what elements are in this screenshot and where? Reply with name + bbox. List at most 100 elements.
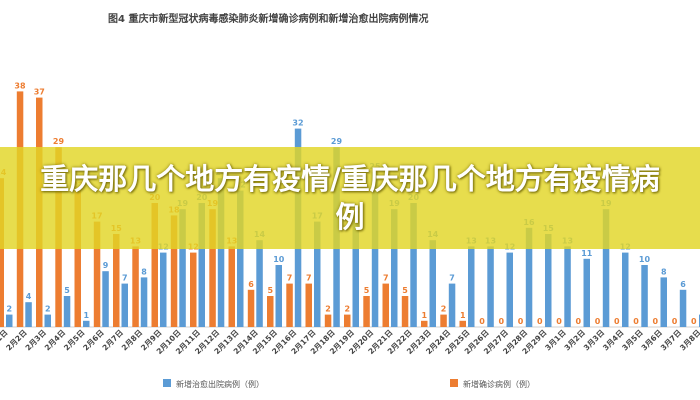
bar-confirmed xyxy=(401,296,409,327)
bar-confirmed xyxy=(363,296,370,327)
bar-recovered xyxy=(63,296,71,327)
bar-confirmed xyxy=(74,190,81,327)
value-label-recovered: 8 xyxy=(141,267,147,276)
value-label-confirmed: 29 xyxy=(53,137,65,146)
bar-recovered xyxy=(468,246,475,327)
value-label-confirmed: 2 xyxy=(345,305,351,314)
bar-confirmed xyxy=(267,296,274,327)
legend-label-recovered: 新增治愈出院病例（例） xyxy=(176,379,264,389)
legend-swatch-recovered xyxy=(163,379,171,387)
bar-recovered xyxy=(660,277,667,327)
value-label-recovered: 2 xyxy=(7,305,13,314)
legend: 新增治愈出院病例（例） 新增确诊病例（例） xyxy=(163,379,535,389)
value-label-confirmed: 5 xyxy=(402,286,408,295)
value-label-recovered: 7 xyxy=(122,274,128,283)
value-label-confirmed: 38 xyxy=(14,81,26,90)
bar-recovered xyxy=(525,227,533,327)
bar-confirmed xyxy=(209,209,216,327)
value-label-confirmed: 37 xyxy=(34,88,45,97)
value-label-confirmed: 2 xyxy=(325,305,331,314)
bar-recovered xyxy=(237,190,244,327)
bar-recovered xyxy=(487,246,494,327)
bar-confirmed xyxy=(286,283,293,327)
bar-recovered xyxy=(506,252,513,327)
bar-recovered xyxy=(179,209,186,327)
bar-confirmed xyxy=(421,320,428,327)
bar-confirmed xyxy=(440,314,447,327)
bar-confirmed xyxy=(305,283,312,327)
bar-confirmed xyxy=(228,246,235,327)
value-label-confirmed: 7 xyxy=(306,274,312,283)
bar-confirmed xyxy=(93,221,101,327)
bar-confirmed xyxy=(132,246,139,327)
bar-recovered xyxy=(602,209,610,327)
bar-recovered xyxy=(410,203,417,327)
overlay-banner: 重庆那几个地方有疫情/重庆那几个地方有疫情病例 xyxy=(0,147,700,249)
value-label-confirmed: 0 xyxy=(499,317,505,326)
overlay-banner-text: 重庆那几个地方有疫情/重庆那几个地方有疫情病例 xyxy=(40,162,660,234)
bar-recovered xyxy=(314,221,321,327)
bar-recovered xyxy=(160,252,167,327)
bar-recovered xyxy=(217,178,225,327)
bar-recovered xyxy=(429,240,436,327)
value-label-recovered: 9 xyxy=(103,261,109,270)
bar-recovered xyxy=(583,258,590,327)
legend-swatch-confirmed xyxy=(450,379,458,387)
x-tick-label: 3月8日 xyxy=(678,328,700,352)
x-tick-labels-group: 2月1日2月2日2月3日2月4日2月5日2月6日2月7日2月8日2月9日2月10… xyxy=(0,328,700,356)
value-label-recovered: 6 xyxy=(680,280,686,289)
bar-recovered xyxy=(371,172,379,327)
value-label-confirmed: 0 xyxy=(691,317,697,326)
bar-confirmed xyxy=(344,314,351,327)
value-label-recovered: 32 xyxy=(292,119,303,128)
value-label-confirmed: 7 xyxy=(383,274,389,283)
chart-title: 图4 重庆市新型冠状病毒感染肺炎新增确诊病例和新增治愈出院病例情况 xyxy=(108,12,428,25)
value-label-confirmed: 5 xyxy=(364,286,370,295)
value-label-confirmed: 5 xyxy=(268,286,274,295)
value-label-confirmed: 0 xyxy=(595,317,601,326)
value-label-confirmed: 0 xyxy=(672,317,678,326)
bar-recovered xyxy=(391,209,398,327)
bar-confirmed xyxy=(459,320,466,327)
bar-recovered xyxy=(622,252,629,327)
bar-recovered xyxy=(25,302,32,327)
value-label-recovered: 4 xyxy=(26,292,32,301)
value-label-confirmed: 1 xyxy=(460,311,466,320)
value-label-confirmed: 6 xyxy=(248,280,254,289)
legend-label-confirmed: 新增确诊病例（例） xyxy=(463,379,535,389)
value-label-confirmed: 0 xyxy=(576,317,582,326)
value-label-confirmed: 7 xyxy=(287,274,293,283)
value-label-confirmed: 1 xyxy=(422,311,428,320)
bar-confirmed xyxy=(324,314,332,327)
bar-confirmed xyxy=(170,215,178,327)
value-label-recovered: 10 xyxy=(639,255,651,264)
value-label-confirmed: 0 xyxy=(537,317,543,326)
value-label-recovered: 1 xyxy=(84,311,90,320)
bar-recovered xyxy=(564,246,571,327)
bar-recovered xyxy=(352,215,359,327)
value-label-recovered: 5 xyxy=(64,286,70,295)
value-label-confirmed: 2 xyxy=(441,305,447,314)
bar-recovered xyxy=(121,283,128,327)
bar-recovered xyxy=(679,289,687,327)
bar-recovered xyxy=(83,320,90,327)
value-label-recovered: 8 xyxy=(661,267,667,276)
bar-recovered xyxy=(198,203,205,327)
value-label-recovered: 10 xyxy=(273,255,285,264)
value-label-recovered: 11 xyxy=(581,249,593,258)
value-label-recovered: 29 xyxy=(331,137,343,146)
value-label-confirmed: 0 xyxy=(479,317,485,326)
bar-recovered xyxy=(140,277,148,327)
value-label-recovered: 2 xyxy=(45,305,51,314)
bar-confirmed xyxy=(247,289,255,327)
bar-recovered xyxy=(545,234,552,327)
bar-recovered xyxy=(256,240,263,327)
bar-recovered xyxy=(448,283,456,327)
bar-recovered xyxy=(102,271,109,327)
bar-recovered xyxy=(275,265,282,327)
bar-recovered xyxy=(641,265,648,327)
value-label-recovered: 7 xyxy=(449,274,455,283)
bar-confirmed xyxy=(190,252,197,327)
bar-confirmed xyxy=(382,283,389,327)
value-label-confirmed: 0 xyxy=(556,317,562,326)
